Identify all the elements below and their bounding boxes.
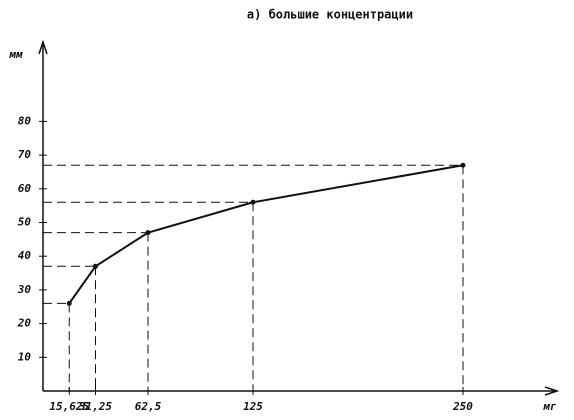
y-tick-label: 70 [18,148,32,161]
x-tick-label: 62,5 [135,400,162,413]
x-tick-label: 31,25 [78,400,112,413]
y-tick-label: 20 [17,317,32,330]
data-point [460,162,466,168]
y-tick-label: 30 [17,283,32,296]
data-line [68,164,464,304]
x-tick-label: 250 [452,400,473,413]
data-point [93,263,98,269]
y-axis-label: мм [8,48,23,61]
x-tick-label: 125 [243,400,263,413]
data-point [145,230,151,236]
y-tick-label: 60 [18,182,32,195]
data-point [66,300,72,306]
x-axis-label: мг [542,400,557,413]
y-tick-label: 40 [18,249,32,262]
data-point [250,199,256,205]
chart-title: а) большие концентрации [247,8,413,22]
x-axis-arrow [544,386,560,396]
y-axis-arrow [38,39,48,55]
y-tick-label: 80 [18,114,32,127]
y-tick-label: 50 [18,216,32,229]
y-tick-label: 10 [18,350,32,363]
x-tick-label: 15,625 [49,400,89,413]
